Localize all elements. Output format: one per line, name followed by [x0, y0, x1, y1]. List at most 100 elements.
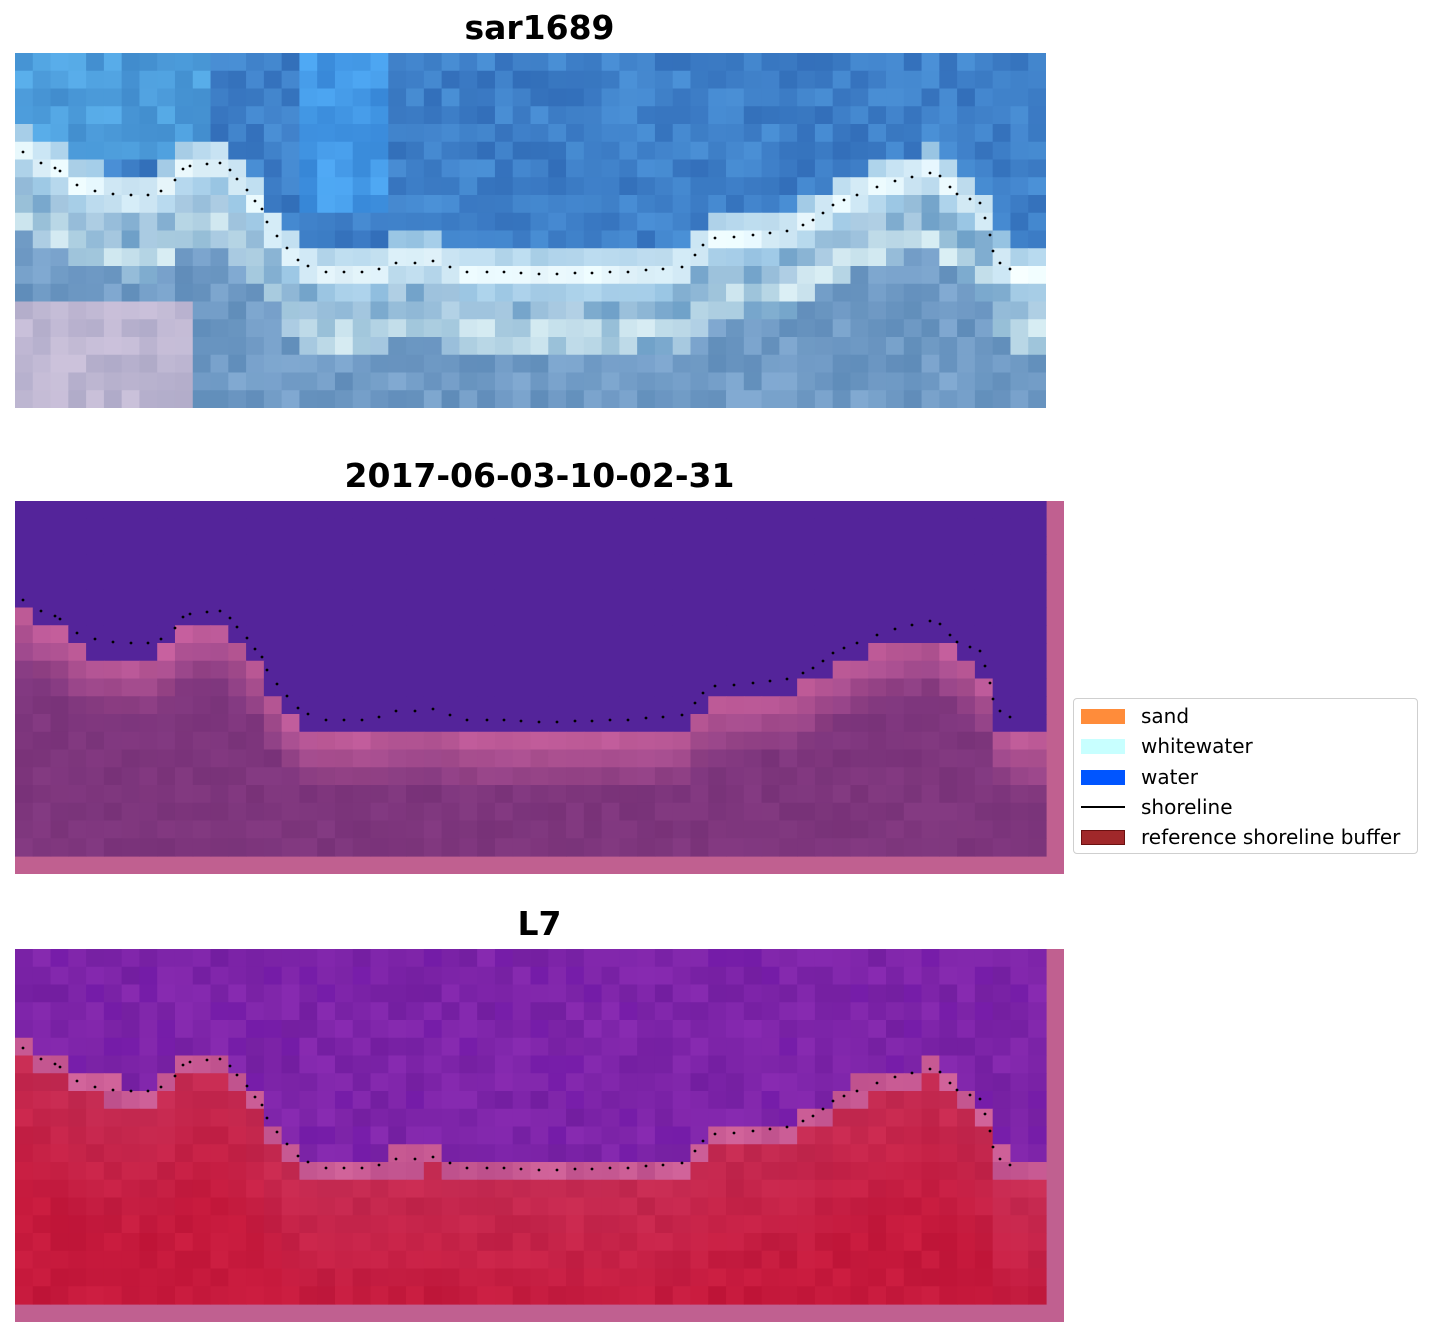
shoreline-dot [555, 1168, 559, 1172]
index-pixel [299, 1002, 318, 1021]
rgb-pixel [637, 195, 656, 214]
index-pixel [263, 1162, 283, 1181]
class-pixel [174, 678, 194, 697]
index-pixel [708, 949, 727, 968]
class-pixel [352, 536, 372, 555]
class-pixel [832, 625, 852, 644]
rgb-pixel [530, 177, 549, 196]
class-pixel [459, 589, 478, 609]
index-pixel [459, 1268, 478, 1287]
class-pixel [566, 678, 585, 697]
index-pixel [459, 1144, 478, 1163]
class-pixel [708, 572, 727, 591]
index-pixel [228, 1020, 247, 1039]
shoreline-dot [394, 1157, 398, 1161]
class-pixel [352, 696, 372, 715]
class-pixel [423, 501, 443, 520]
index-pixel [1028, 1286, 1047, 1305]
class-pixel [281, 785, 301, 804]
index-pixel [494, 1197, 514, 1216]
class-pixel [939, 731, 958, 751]
rgb-pixel [939, 53, 958, 72]
rgb-pixel [299, 337, 318, 356]
rgb-pixel [388, 212, 407, 232]
index-pixel [317, 1286, 336, 1305]
class-pixel [654, 731, 674, 751]
class-pixel [494, 785, 514, 804]
index-pixel [317, 1197, 336, 1216]
rgb-pixel [103, 230, 123, 249]
rgb-pixel [708, 372, 727, 391]
index-pixel [903, 966, 923, 986]
shoreline-dot [590, 719, 594, 723]
class-pixel [939, 625, 958, 644]
shoreline-dot [701, 1139, 705, 1143]
class-pixel [174, 714, 194, 733]
class-pixel [939, 554, 958, 573]
index-pixel [370, 1002, 389, 1021]
class-pixel [15, 501, 34, 520]
class-pixel [1010, 501, 1029, 520]
rgb-pixel [157, 301, 176, 320]
index-pixel [174, 1037, 194, 1057]
rgb-pixel [530, 195, 549, 214]
rgb-pixel [601, 70, 620, 90]
rgb-pixel [477, 141, 496, 161]
index-pixel [121, 1091, 141, 1110]
class-pixel [86, 767, 105, 786]
class-pixel [903, 696, 923, 715]
class-pixel [957, 731, 976, 751]
index-pixel [672, 1091, 692, 1110]
index-pixel [192, 1108, 212, 1128]
index-pixel [139, 1268, 158, 1287]
class-pixel [726, 660, 745, 680]
class-pixel [797, 767, 816, 786]
index-pixel [832, 966, 852, 986]
rgb-pixel [477, 283, 496, 303]
index-pixel [797, 1055, 816, 1074]
rgb-pixel [1028, 354, 1046, 374]
shoreline-dot [831, 651, 835, 655]
index-pixel [334, 1286, 354, 1305]
index-pixel [174, 1091, 194, 1110]
class-pixel [1010, 838, 1029, 857]
index-pixel [601, 984, 620, 1003]
class-pixel [157, 767, 176, 786]
index-pixel [370, 1215, 389, 1234]
index-pixel [619, 1286, 638, 1305]
index-pixel [886, 1073, 905, 1092]
index-pixel [352, 1002, 372, 1021]
class-pixel [281, 625, 301, 644]
class-pixel [566, 501, 585, 520]
rgb-pixel [654, 106, 674, 125]
rgb-pixel [281, 159, 301, 178]
index-pixel [512, 1144, 532, 1163]
index-pixel [370, 1144, 389, 1163]
index-pixel [672, 1108, 692, 1128]
index-pixel [583, 1037, 603, 1057]
class-pixel [761, 678, 780, 697]
rgb-pixel [263, 70, 283, 90]
rgb-pixel [352, 283, 372, 303]
rgb-pixel [672, 212, 692, 232]
class-pixel [459, 802, 478, 822]
shoreline-dot [129, 1089, 133, 1093]
rgb-pixel [583, 195, 603, 214]
index-pixel [423, 949, 443, 968]
shoreline-dot [235, 625, 239, 629]
rgb-pixel [921, 124, 940, 143]
shoreline-dot [205, 1058, 209, 1062]
class-pixel [726, 696, 745, 715]
rgb-pixel [68, 159, 87, 178]
class-pixel [832, 554, 852, 573]
rgb-pixel [263, 159, 283, 178]
class-pixel [32, 678, 52, 697]
shoreline-dot [573, 271, 577, 275]
rgb-pixel [583, 141, 603, 161]
class-pixel [708, 625, 727, 644]
index-pixel [139, 1179, 158, 1199]
rgb-pixel [512, 248, 532, 267]
index-pixel [423, 1073, 443, 1092]
index-pixel [743, 1250, 763, 1270]
rgb-pixel [743, 301, 763, 320]
